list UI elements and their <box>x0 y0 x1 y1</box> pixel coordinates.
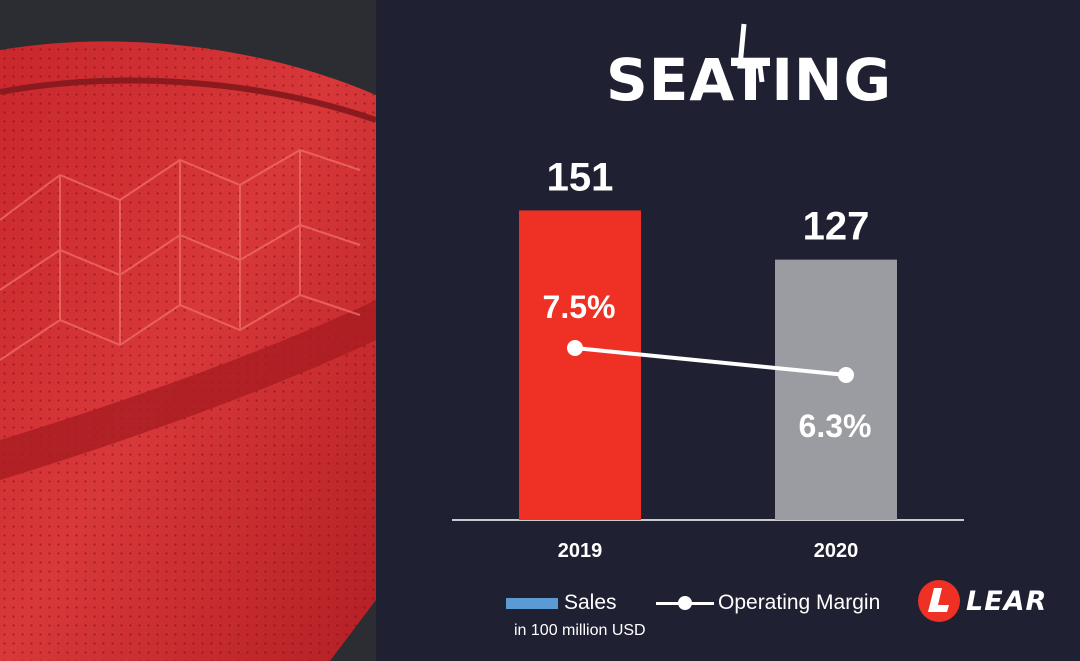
chart-panel: SEATING 151 127 7.5% 6.3% 2019 2020 Sales O… <box>376 0 1080 661</box>
seating-logo: SEATING <box>606 23 891 118</box>
seat-leather-photo <box>0 0 376 661</box>
bar-value-label-2020: 127 <box>803 205 870 249</box>
margin-point-2019 <box>567 340 583 356</box>
x-tick-2020: 2020 <box>814 540 859 562</box>
x-tick-2019: 2019 <box>558 540 603 562</box>
lear-logo: LEAR <box>916 578 1066 626</box>
margin-line-marker <box>656 596 714 610</box>
legend-sales: Sales <box>506 590 617 616</box>
bar-2020 <box>775 259 897 520</box>
margin-label-2019: 7.5% <box>543 289 616 325</box>
legend-operating-margin: Operating Margin <box>656 590 880 616</box>
legend-margin-label: Operating Margin <box>718 591 881 614</box>
legend-sales-label: Sales <box>564 591 617 614</box>
margin-point-2020 <box>838 367 854 383</box>
bar-2019 <box>519 210 641 520</box>
lear-wordmark: LEAR <box>966 586 1048 617</box>
seat-icon <box>737 23 765 83</box>
lear-l-icon <box>918 580 960 622</box>
seating-logo-text: SEATING <box>606 46 893 114</box>
bar-value-label-2019: 151 <box>547 155 614 199</box>
sales-chart: 151 127 7.5% 6.3% 2019 2020 <box>452 155 964 562</box>
unit-note: in 100 million USD <box>514 622 646 639</box>
operating-margin-line <box>574 346 847 377</box>
margin-label-2020: 6.3% <box>799 408 872 444</box>
sales-swatch <box>506 597 558 609</box>
